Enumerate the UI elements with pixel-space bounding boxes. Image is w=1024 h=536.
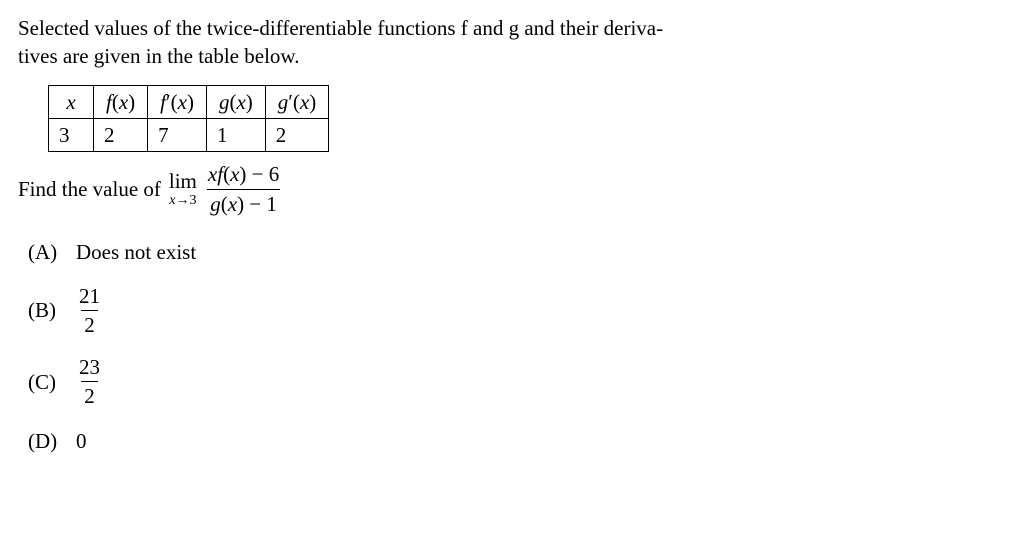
values-table: x f(x) f′(x) g(x) g′(x) 3 2 7 1 2: [48, 85, 329, 153]
cell-x: 3: [49, 119, 94, 152]
table-wrapper: x f(x) f′(x) g(x) g′(x) 3 2 7 1 2: [48, 85, 1006, 153]
option-b-label: (B): [28, 296, 64, 324]
cell-gx: 1: [206, 119, 265, 152]
problem-intro: Selected values of the twice-differentia…: [18, 14, 1006, 71]
option-b-den: 2: [81, 310, 98, 337]
table-header-row: x f(x) f′(x) g(x) g′(x): [49, 85, 329, 118]
main-frac-num: xf(x) − 6: [205, 162, 282, 188]
col-x: x: [49, 85, 94, 118]
option-c-num: 23: [76, 355, 103, 381]
lim-subscript: x→3: [169, 194, 196, 208]
intro-line-2: tives are given in the table below.: [18, 44, 299, 68]
limit-operator: lim x→3: [169, 171, 197, 208]
main-frac-den: g(x) − 1: [207, 189, 280, 216]
option-c-den: 2: [81, 381, 98, 408]
option-b-num: 21: [76, 284, 103, 310]
col-gpx: g′(x): [265, 85, 328, 118]
option-d-text: 0: [76, 427, 87, 455]
col-fpx: f′(x): [148, 85, 207, 118]
cell-gpx: 2: [265, 119, 328, 152]
option-a-label: (A): [28, 238, 64, 266]
option-b-fraction: 21 2: [76, 284, 103, 337]
option-c: (C) 23 2: [28, 355, 1006, 408]
option-a-text: Does not exist: [76, 238, 196, 266]
option-c-fraction: 23 2: [76, 355, 103, 408]
option-d: (D) 0: [28, 427, 1006, 455]
option-c-label: (C): [28, 368, 64, 396]
cell-fpx: 7: [148, 119, 207, 152]
table-data-row: 3 2 7 1 2: [49, 119, 329, 152]
cell-fx: 2: [94, 119, 148, 152]
intro-line-1: Selected values of the twice-differentia…: [18, 16, 663, 40]
find-text: Find the value of: [18, 175, 161, 203]
col-fx: f(x): [94, 85, 148, 118]
answer-options: (A) Does not exist (B) 21 2 (C) 23 2 (D)…: [28, 238, 1006, 455]
find-statement: Find the value of lim x→3 xf(x) − 6 g(x)…: [18, 162, 1006, 215]
main-fraction: xf(x) − 6 g(x) − 1: [205, 162, 282, 215]
lim-word: lim: [169, 171, 197, 192]
option-d-label: (D): [28, 427, 64, 455]
col-gx: g(x): [206, 85, 265, 118]
option-b: (B) 21 2: [28, 284, 1006, 337]
option-a: (A) Does not exist: [28, 238, 1006, 266]
